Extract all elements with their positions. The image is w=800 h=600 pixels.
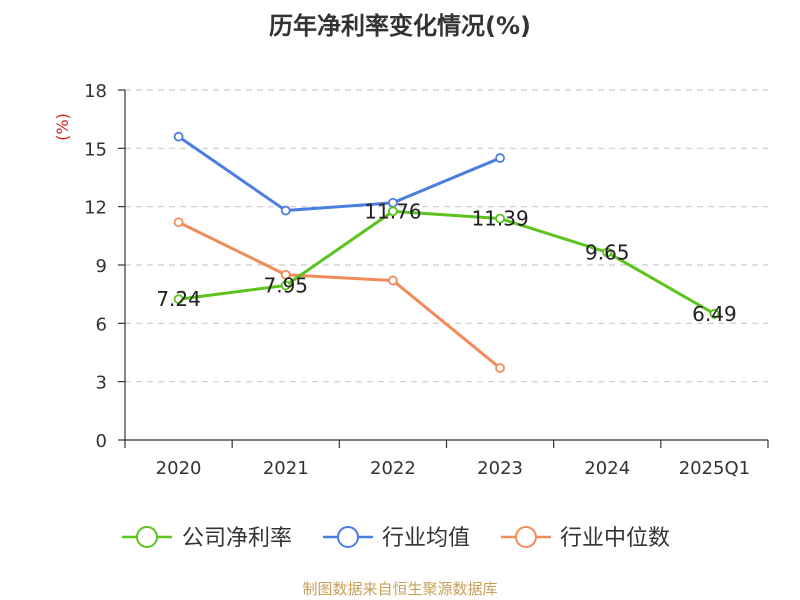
data-label: 6.49 — [692, 302, 737, 326]
legend: 公司净利率 行业均值 行业中位数 — [122, 526, 670, 551]
data-point — [280, 280, 291, 291]
y-tick-label: 12 — [84, 198, 107, 219]
y-tick-label: 9 — [96, 256, 107, 277]
data-point — [388, 206, 398, 217]
data-point — [388, 275, 398, 286]
legend-label: 行业均值 — [382, 526, 470, 551]
data-point — [495, 153, 505, 163]
data-point — [495, 213, 505, 224]
legend-marker — [337, 526, 359, 548]
data-point — [173, 131, 184, 142]
grid-lines — [125, 89, 768, 383]
y-tick-label: 0 — [96, 431, 107, 452]
data-labels: 7.24 7.95 11.76 11.39 9.65 6.49 — [156, 199, 736, 325]
chart-title: 历年净利率变化情况(%) — [269, 12, 531, 40]
legend-label: 公司净利率 — [182, 526, 292, 551]
data-point — [709, 308, 720, 319]
data-point — [495, 363, 505, 373]
data-label: 11.39 — [471, 207, 528, 231]
data-label: 11.76 — [364, 199, 421, 223]
axes: 0 3 6 9 12 15 18 2020 2021 2022 2023 2024 2025Q1 (%) — [53, 81, 769, 479]
legend-label: 行业中位数 — [560, 526, 670, 551]
data-point — [173, 217, 184, 228]
y-tick-label: 6 — [96, 314, 107, 335]
y-tick-label: 18 — [84, 81, 107, 102]
data-label: 7.95 — [263, 273, 308, 297]
x-tick-label: 2022 — [370, 458, 416, 479]
series-line-2 — [177, 220, 502, 370]
y-tick-label: 3 — [96, 373, 107, 394]
data-point — [280, 205, 291, 216]
y-axis-label: (%) — [53, 113, 72, 141]
data-point — [602, 247, 613, 258]
x-tick-label: 2024 — [584, 458, 630, 479]
y-tick-label: 15 — [84, 139, 107, 160]
data-source-note: 制图数据来自恒生聚源数据库 — [302, 580, 498, 598]
data-label: 9.65 — [585, 240, 630, 264]
series-lines — [173, 131, 720, 373]
x-tick-label: 2025Q1 — [679, 458, 750, 479]
x-tick-label: 2020 — [156, 458, 202, 479]
series-line-1 — [177, 135, 501, 213]
series-line-0 — [178, 209, 716, 316]
data-point — [173, 294, 184, 305]
legend-marker — [515, 526, 537, 548]
data-point — [280, 269, 291, 280]
data-label: 7.24 — [156, 287, 201, 311]
x-tick-label: 2023 — [477, 458, 523, 479]
x-tick-label: 2021 — [263, 458, 309, 479]
legend-marker — [136, 526, 158, 548]
